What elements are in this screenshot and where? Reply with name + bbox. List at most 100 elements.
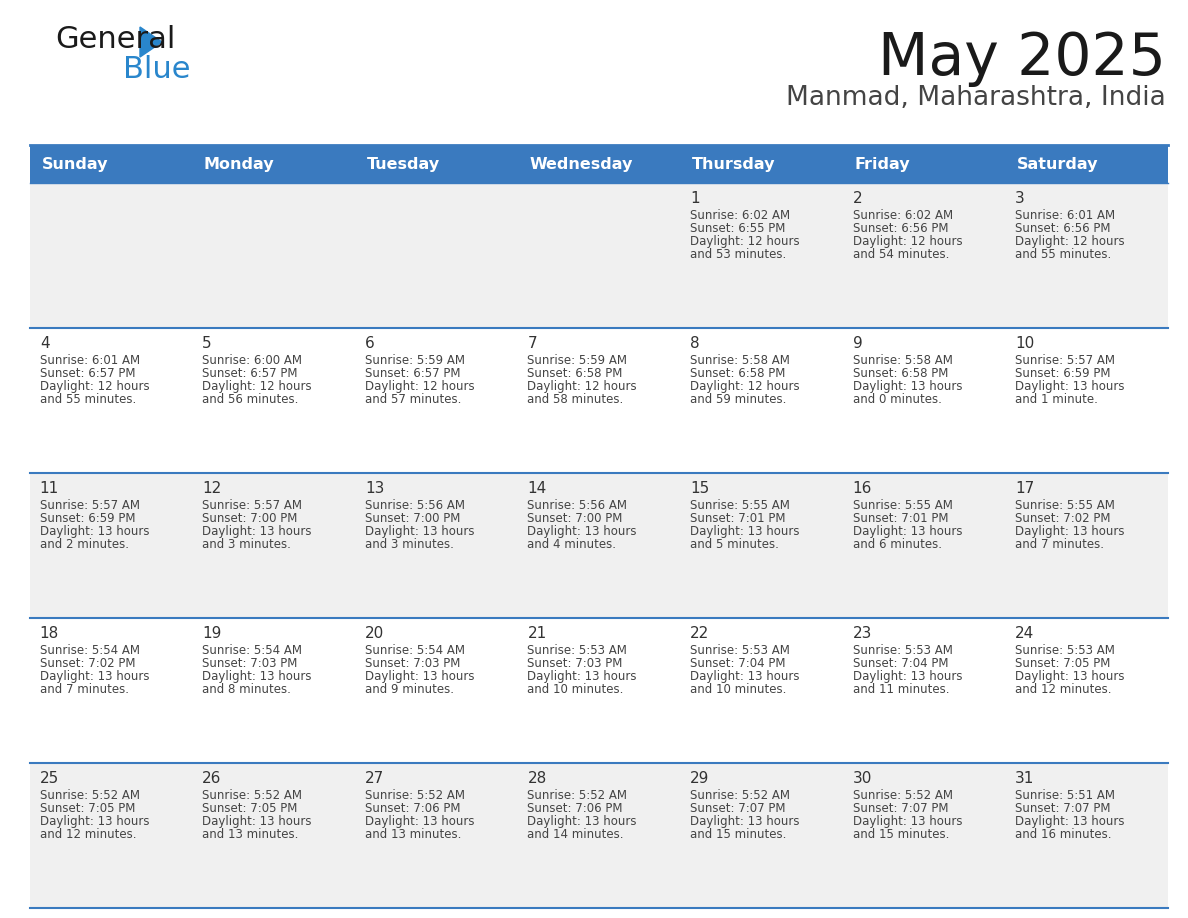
Bar — [30, 763, 1168, 908]
Text: Tuesday: Tuesday — [367, 156, 440, 172]
Text: and 15 minutes.: and 15 minutes. — [690, 828, 786, 841]
Text: and 3 minutes.: and 3 minutes. — [202, 538, 291, 551]
Text: Sunset: 7:00 PM: Sunset: 7:00 PM — [202, 512, 298, 525]
Text: Sunset: 7:01 PM: Sunset: 7:01 PM — [690, 512, 785, 525]
Text: Sunset: 6:58 PM: Sunset: 6:58 PM — [527, 367, 623, 380]
Text: and 11 minutes.: and 11 minutes. — [853, 683, 949, 696]
Bar — [30, 473, 1168, 618]
Text: Sunrise: 5:52 AM: Sunrise: 5:52 AM — [853, 789, 953, 802]
Text: Daylight: 12 hours: Daylight: 12 hours — [202, 380, 312, 393]
Text: Friday: Friday — [854, 156, 910, 172]
Bar — [842, 145, 1005, 183]
Text: 17: 17 — [1016, 481, 1035, 496]
Text: Sunset: 6:55 PM: Sunset: 6:55 PM — [690, 222, 785, 235]
Text: Sunrise: 5:53 AM: Sunrise: 5:53 AM — [527, 644, 627, 657]
Text: and 10 minutes.: and 10 minutes. — [527, 683, 624, 696]
Text: and 13 minutes.: and 13 minutes. — [202, 828, 298, 841]
Text: Daylight: 13 hours: Daylight: 13 hours — [365, 815, 474, 828]
Text: Daylight: 13 hours: Daylight: 13 hours — [690, 670, 800, 683]
Text: and 10 minutes.: and 10 minutes. — [690, 683, 786, 696]
Text: Sunset: 7:05 PM: Sunset: 7:05 PM — [39, 802, 135, 815]
Text: 3: 3 — [1016, 191, 1025, 206]
Bar — [681, 145, 842, 183]
Text: Sunset: 7:05 PM: Sunset: 7:05 PM — [1016, 657, 1111, 670]
Text: Daylight: 13 hours: Daylight: 13 hours — [1016, 815, 1125, 828]
Text: Sunset: 7:03 PM: Sunset: 7:03 PM — [202, 657, 298, 670]
Text: Sunrise: 5:55 AM: Sunrise: 5:55 AM — [1016, 499, 1116, 512]
Text: Sunset: 7:04 PM: Sunset: 7:04 PM — [690, 657, 785, 670]
Text: Daylight: 13 hours: Daylight: 13 hours — [202, 525, 311, 538]
Text: 18: 18 — [39, 626, 59, 641]
Text: Sunrise: 6:02 AM: Sunrise: 6:02 AM — [853, 209, 953, 222]
Text: Sunset: 7:06 PM: Sunset: 7:06 PM — [365, 802, 461, 815]
Text: General: General — [55, 25, 176, 54]
Text: Sunrise: 5:51 AM: Sunrise: 5:51 AM — [1016, 789, 1116, 802]
Text: Sunrise: 5:57 AM: Sunrise: 5:57 AM — [1016, 354, 1116, 367]
Bar — [1005, 145, 1168, 183]
Text: 4: 4 — [39, 336, 50, 351]
Text: 8: 8 — [690, 336, 700, 351]
Text: 9: 9 — [853, 336, 862, 351]
Polygon shape — [140, 27, 162, 57]
Text: Sunset: 7:01 PM: Sunset: 7:01 PM — [853, 512, 948, 525]
Text: Daylight: 13 hours: Daylight: 13 hours — [527, 815, 637, 828]
Text: Sunrise: 5:56 AM: Sunrise: 5:56 AM — [365, 499, 465, 512]
Text: Sunset: 6:57 PM: Sunset: 6:57 PM — [365, 367, 461, 380]
Bar — [355, 145, 518, 183]
Text: Sunrise: 5:53 AM: Sunrise: 5:53 AM — [690, 644, 790, 657]
Text: Sunrise: 6:01 AM: Sunrise: 6:01 AM — [39, 354, 140, 367]
Text: Sunrise: 5:52 AM: Sunrise: 5:52 AM — [690, 789, 790, 802]
Text: Sunrise: 5:58 AM: Sunrise: 5:58 AM — [690, 354, 790, 367]
Text: and 53 minutes.: and 53 minutes. — [690, 248, 786, 261]
Text: May 2025: May 2025 — [878, 30, 1165, 87]
Text: and 7 minutes.: and 7 minutes. — [1016, 538, 1104, 551]
Text: Wednesday: Wednesday — [529, 156, 632, 172]
Text: Sunrise: 6:02 AM: Sunrise: 6:02 AM — [690, 209, 790, 222]
Text: Daylight: 12 hours: Daylight: 12 hours — [1016, 235, 1125, 248]
Text: Sunset: 7:04 PM: Sunset: 7:04 PM — [853, 657, 948, 670]
Bar — [30, 183, 1168, 328]
Text: and 14 minutes.: and 14 minutes. — [527, 828, 624, 841]
Text: Sunset: 7:07 PM: Sunset: 7:07 PM — [1016, 802, 1111, 815]
Text: Daylight: 13 hours: Daylight: 13 hours — [690, 815, 800, 828]
Text: Thursday: Thursday — [691, 156, 775, 172]
Text: Sunrise: 5:55 AM: Sunrise: 5:55 AM — [853, 499, 953, 512]
Text: 14: 14 — [527, 481, 546, 496]
Text: Sunday: Sunday — [42, 156, 108, 172]
Text: Sunset: 7:00 PM: Sunset: 7:00 PM — [365, 512, 460, 525]
Text: Daylight: 13 hours: Daylight: 13 hours — [202, 670, 311, 683]
Text: Sunset: 6:58 PM: Sunset: 6:58 PM — [690, 367, 785, 380]
Text: Daylight: 13 hours: Daylight: 13 hours — [853, 525, 962, 538]
Text: Sunset: 6:57 PM: Sunset: 6:57 PM — [202, 367, 298, 380]
Text: 28: 28 — [527, 771, 546, 786]
Text: Sunrise: 6:00 AM: Sunrise: 6:00 AM — [202, 354, 302, 367]
Text: and 55 minutes.: and 55 minutes. — [1016, 248, 1112, 261]
Text: Daylight: 13 hours: Daylight: 13 hours — [527, 670, 637, 683]
Text: 22: 22 — [690, 626, 709, 641]
Text: Sunset: 6:58 PM: Sunset: 6:58 PM — [853, 367, 948, 380]
Text: 6: 6 — [365, 336, 374, 351]
Text: 10: 10 — [1016, 336, 1035, 351]
Text: Daylight: 13 hours: Daylight: 13 hours — [527, 525, 637, 538]
Text: and 16 minutes.: and 16 minutes. — [1016, 828, 1112, 841]
Bar — [192, 145, 355, 183]
Text: Sunrise: 5:54 AM: Sunrise: 5:54 AM — [365, 644, 465, 657]
Text: and 7 minutes.: and 7 minutes. — [39, 683, 128, 696]
Text: Daylight: 13 hours: Daylight: 13 hours — [853, 815, 962, 828]
Bar — [30, 618, 1168, 763]
Text: and 5 minutes.: and 5 minutes. — [690, 538, 779, 551]
Text: 23: 23 — [853, 626, 872, 641]
Text: 15: 15 — [690, 481, 709, 496]
Text: Daylight: 13 hours: Daylight: 13 hours — [365, 525, 474, 538]
Text: Daylight: 12 hours: Daylight: 12 hours — [690, 235, 800, 248]
Text: Sunrise: 5:59 AM: Sunrise: 5:59 AM — [365, 354, 465, 367]
Text: Sunset: 7:07 PM: Sunset: 7:07 PM — [853, 802, 948, 815]
Text: Sunrise: 6:01 AM: Sunrise: 6:01 AM — [1016, 209, 1116, 222]
Text: Daylight: 13 hours: Daylight: 13 hours — [1016, 380, 1125, 393]
Text: Sunrise: 5:56 AM: Sunrise: 5:56 AM — [527, 499, 627, 512]
Text: 31: 31 — [1016, 771, 1035, 786]
Text: Sunrise: 5:57 AM: Sunrise: 5:57 AM — [39, 499, 140, 512]
Text: Sunrise: 5:54 AM: Sunrise: 5:54 AM — [39, 644, 140, 657]
Text: Daylight: 13 hours: Daylight: 13 hours — [1016, 525, 1125, 538]
Text: 19: 19 — [202, 626, 222, 641]
